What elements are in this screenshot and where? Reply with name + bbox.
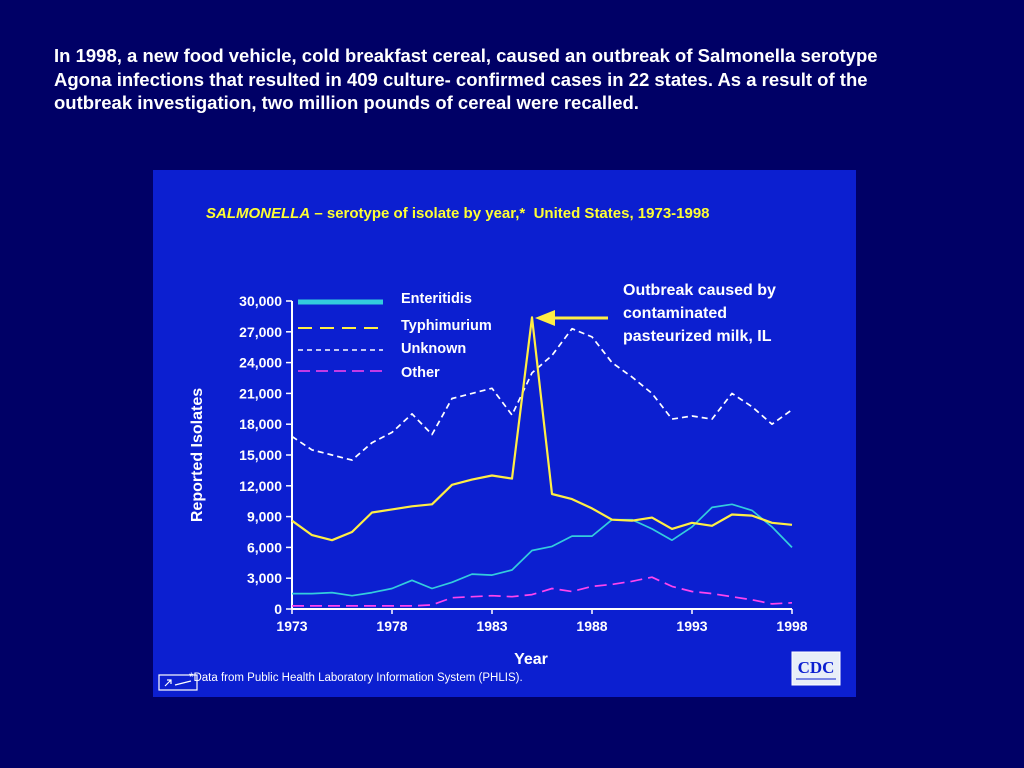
y-tick-label: 24,000 bbox=[239, 355, 282, 371]
chart-panel: SALMONELLA – serotype of isolate by year… bbox=[153, 170, 856, 697]
x-tick-label: 1983 bbox=[476, 618, 507, 634]
x-tick-label: 1978 bbox=[376, 618, 407, 634]
chart-svg: SALMONELLA – serotype of isolate by year… bbox=[158, 205, 841, 691]
annotation-line-2: contaminated bbox=[623, 305, 727, 322]
series-line-typhimurium bbox=[291, 316, 793, 542]
intro-paragraph: In 1998, a new food vehicle, cold breakf… bbox=[54, 45, 878, 113]
y-tick-label: 27,000 bbox=[239, 324, 282, 340]
annotation-line-3: pasteurized milk, IL bbox=[623, 328, 772, 345]
cdc-logo: CDC bbox=[791, 651, 841, 686]
y-axis-label: Reported Isolates bbox=[189, 388, 206, 522]
x-tick-label: 1973 bbox=[276, 618, 307, 634]
y-tick-label: 0 bbox=[274, 601, 282, 617]
x-tick-label: 1993 bbox=[676, 618, 707, 634]
legend-label-unknown: Unknown bbox=[401, 341, 466, 357]
legend-label-enteritidis: Enteritidis bbox=[401, 291, 472, 307]
series-layer bbox=[291, 316, 793, 607]
ticks-layer: 0 3,000 6,000 9,000 12,000 15,000 18,000 21,000… bbox=[239, 293, 808, 634]
link-icon[interactable] bbox=[158, 674, 198, 691]
y-tick-label: 30,000 bbox=[239, 293, 282, 309]
y-tick-label: 15,000 bbox=[239, 447, 282, 463]
chart-title-rest: – serotype of isolate by year,* United S… bbox=[310, 205, 709, 222]
y-tick-label: 12,000 bbox=[239, 478, 282, 494]
cdc-logo-text: CDC bbox=[798, 658, 835, 677]
y-tick-label: 9,000 bbox=[247, 509, 282, 525]
y-tick-label: 6,000 bbox=[247, 539, 282, 555]
legend-label-other: Other bbox=[401, 365, 440, 381]
outbreak-annotation: Outbreak caused by contaminated pasteuri… bbox=[535, 282, 776, 345]
x-axis-label: Year bbox=[514, 651, 548, 668]
annotation-line-1: Outbreak caused by bbox=[623, 282, 776, 299]
legend-label-typhimurium: Typhimurium bbox=[401, 318, 492, 334]
x-tick-label: 1988 bbox=[576, 618, 607, 634]
series-line-other bbox=[292, 576, 793, 607]
chart-title-italic: SALMONELLA bbox=[206, 205, 310, 222]
y-tick-label: 21,000 bbox=[239, 385, 282, 401]
legend: Enteritidis Typhimurium Unknown Other bbox=[298, 291, 492, 381]
annotation-arrow-head bbox=[535, 310, 555, 326]
y-tick-label: 3,000 bbox=[247, 570, 282, 586]
x-tick-label: 1998 bbox=[776, 618, 807, 634]
footnote: *Data from Public Health Laboratory Info… bbox=[189, 672, 523, 684]
series-line-enteritidis bbox=[292, 503, 793, 597]
chart-title: SALMONELLA – serotype of isolate by year… bbox=[206, 205, 710, 222]
series-line-unknown bbox=[291, 327, 793, 461]
y-tick-label: 18,000 bbox=[239, 416, 282, 432]
